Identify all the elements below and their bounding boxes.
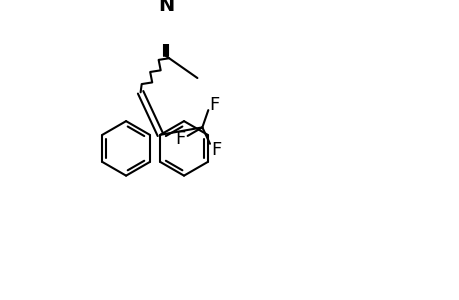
Text: F: F — [174, 130, 185, 148]
Text: N: N — [157, 0, 174, 15]
Text: F: F — [209, 96, 219, 114]
Text: F: F — [210, 141, 221, 159]
